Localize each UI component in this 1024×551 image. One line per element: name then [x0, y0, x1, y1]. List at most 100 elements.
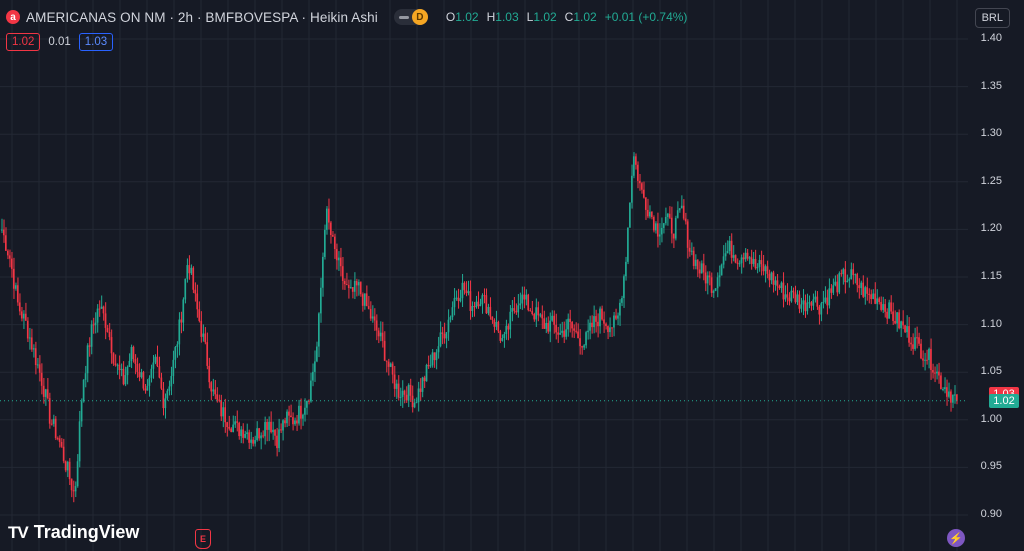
candle-body: [298, 405, 300, 424]
candle-body: [276, 435, 278, 449]
earnings-icon[interactable]: E: [195, 529, 211, 549]
candle-body: [676, 210, 679, 218]
candle-body: [114, 363, 117, 366]
candle-body: [451, 307, 454, 318]
candle-body: [176, 344, 179, 348]
candle-body: [575, 330, 577, 332]
sell-price-button[interactable]: 1.02: [6, 33, 41, 51]
candle-body: [688, 247, 691, 252]
candle-body: [112, 353, 115, 364]
candle-body: [206, 342, 209, 366]
candle-body: [545, 322, 547, 329]
candle-body: [166, 390, 169, 399]
candle-body: [375, 320, 378, 331]
tradingview-brand[interactable]: TV TradingView: [8, 522, 139, 543]
candle-body: [252, 439, 254, 444]
symbol-logo-icon[interactable]: a: [6, 10, 20, 24]
candle-body: [357, 282, 360, 286]
candle-body: [535, 307, 538, 320]
candle-body: [862, 282, 864, 297]
candle-body: [944, 387, 946, 390]
candle-body: [956, 394, 958, 401]
candle-body: [876, 298, 878, 304]
candle-body: [180, 319, 183, 323]
candle-body: [361, 294, 364, 306]
candle-body: [110, 337, 113, 354]
session-toggle[interactable]: D: [393, 9, 428, 25]
candle-body: [2, 229, 5, 236]
candle-body: [399, 396, 402, 398]
delay-badge-icon: D: [411, 9, 428, 25]
candle-body: [824, 297, 827, 302]
candle-body: [86, 345, 89, 374]
candle-body: [784, 294, 787, 300]
candle-body: [270, 421, 272, 433]
candle-body: [216, 394, 219, 400]
candle-body: [196, 293, 199, 310]
candle-body: [886, 311, 888, 319]
price-axis-tick-label: 1.25: [980, 174, 1002, 187]
candle-body: [479, 304, 482, 307]
candle-body: [266, 422, 268, 430]
candle-body: [808, 302, 811, 304]
candle-body: [98, 308, 101, 310]
symbol-title[interactable]: AMERICANAS ON NM · 2h · BMFBOVESPA · Hei…: [26, 9, 378, 25]
candle-body: [926, 359, 928, 361]
candle-body: [24, 313, 27, 321]
candle-body: [174, 347, 177, 360]
candle-body: [212, 389, 215, 392]
candle-body: [668, 213, 671, 218]
candle-body: [499, 331, 502, 341]
candle-body: [345, 284, 348, 286]
candle-body: [906, 326, 908, 333]
candle-body: [220, 400, 223, 417]
candle-body: [720, 264, 723, 276]
candle-body: [796, 294, 799, 303]
candle-body: [363, 293, 366, 306]
candle-body: [50, 423, 53, 425]
candle-body: [355, 280, 358, 286]
candle-body: [170, 375, 173, 387]
candle-body: [932, 370, 934, 373]
currency-button[interactable]: BRL: [974, 8, 1010, 28]
candle-body: [579, 338, 581, 347]
price-axis-tick-label: 1.10: [980, 317, 1002, 330]
candle-body: [286, 411, 288, 424]
candle-body: [607, 326, 609, 333]
candle-body: [557, 332, 559, 335]
candle-body: [946, 387, 948, 397]
candle-body: [519, 303, 522, 306]
buy-price-button[interactable]: 1.03: [78, 33, 114, 51]
candle-body: [383, 340, 386, 361]
bolt-icon[interactable]: ⚡: [947, 529, 965, 547]
candle-body: [874, 293, 876, 304]
candle-body: [820, 303, 823, 315]
candle-body: [54, 418, 57, 439]
candle-body: [734, 255, 737, 263]
candle-body: [395, 383, 398, 389]
candle-body: [702, 263, 705, 273]
candle-body: [236, 421, 238, 423]
candle-body: [778, 286, 781, 288]
candles: [1, 152, 958, 503]
price-axis-tick-label: 0.95: [980, 460, 1002, 473]
candle-body: [158, 366, 161, 378]
candle-body: [633, 156, 635, 176]
candle-body: [389, 363, 392, 367]
candle-body: [555, 324, 557, 333]
candle-body: [445, 332, 448, 339]
candle-body: [583, 345, 585, 348]
open-value: 1.02: [455, 10, 479, 24]
candle-body: [760, 260, 763, 265]
candle-body: [509, 311, 512, 330]
candle-body: [304, 407, 306, 415]
candle-body: [840, 273, 843, 275]
candle-body: [80, 401, 83, 422]
candle-body: [918, 337, 920, 344]
brand-name: TradingView: [33, 522, 140, 542]
candle-body: [343, 280, 346, 285]
candle-body: [308, 400, 310, 402]
candle-body: [118, 364, 121, 371]
candle-body: [325, 208, 328, 230]
